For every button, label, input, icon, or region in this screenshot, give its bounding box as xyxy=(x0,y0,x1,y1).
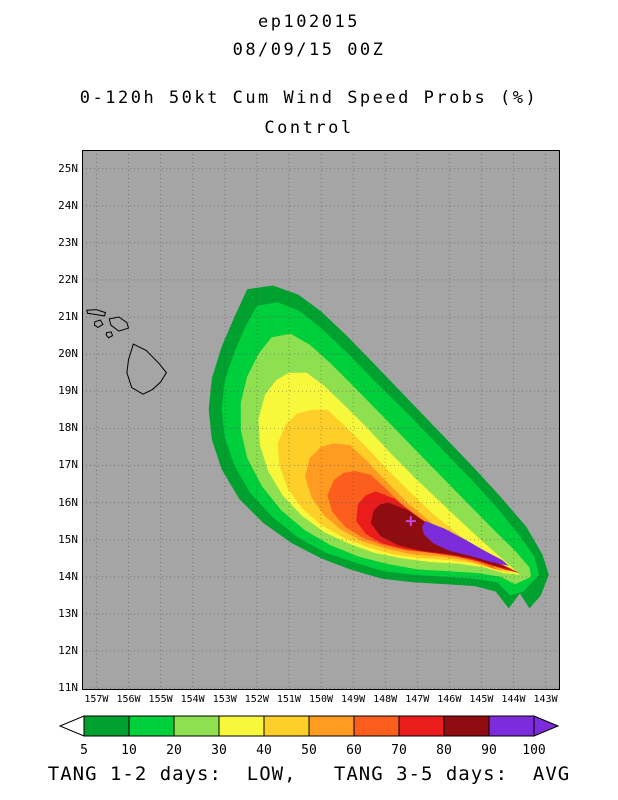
lat-axis-label: 13N xyxy=(58,606,78,620)
map-border xyxy=(82,150,560,690)
lat-axis-label: 16N xyxy=(58,495,78,509)
lon-axis-label: 150W xyxy=(308,694,334,705)
lon-axis-label: 147W xyxy=(405,694,430,705)
lat-axis-label: 21N xyxy=(58,310,78,323)
colorbar-segment xyxy=(398,715,445,737)
guidance-summary: TANG 1-2 days: LOW, TANG 3-5 days: AVG xyxy=(47,763,571,785)
lat-axis-label: 20N xyxy=(58,347,78,361)
island-outline xyxy=(105,331,114,339)
lon-axis-label: 153W xyxy=(212,694,237,705)
lat-axis-label: 15N xyxy=(58,532,78,546)
colorbar-tick-label: 50 xyxy=(301,743,317,758)
lat-axis-label: 11N xyxy=(58,681,78,695)
valid-time: 08/09/15 00Z xyxy=(232,40,386,60)
lat-axis-label: 14N xyxy=(58,569,78,583)
lon-axis-label: 157W xyxy=(84,694,109,705)
chart-title: 0-120h 50kt Cum Wind Speed Probs (%) xyxy=(79,88,539,108)
colorbar-segment xyxy=(443,715,490,737)
colorbar-segment xyxy=(353,715,400,737)
lon-axis-label: 152W xyxy=(244,694,269,705)
colorbar-segment xyxy=(218,715,265,737)
lat-axis-label: 19N xyxy=(58,384,78,398)
colorbar-segment xyxy=(128,715,175,737)
colorbar-segment xyxy=(173,715,220,737)
lon-axis-label: 144W xyxy=(501,694,526,705)
lon-axis-label: 155W xyxy=(148,694,173,705)
lon-axis-label: 149W xyxy=(341,694,366,705)
island-outline xyxy=(93,319,104,328)
lat-axis-label: 12N xyxy=(58,644,78,658)
lat-axis-label: 23N xyxy=(58,235,78,249)
island-outline xyxy=(86,309,107,317)
colorbar-underflow-arrow xyxy=(58,715,85,737)
colorbar-tick-label: 10 xyxy=(121,743,137,758)
lon-axis-label: 151W xyxy=(276,694,301,705)
lat-axis-label: 22N xyxy=(58,272,78,286)
lon-axis-label: 156W xyxy=(116,694,141,705)
island-outline xyxy=(108,316,130,332)
colorbar-canvas: 5 10 20 30 40 50 60 70 80 90 100 xyxy=(58,715,560,758)
storm-id: ep102015 xyxy=(258,12,360,32)
probability-map xyxy=(82,150,560,690)
colorbar-tick-label: 70 xyxy=(391,743,407,758)
ensemble-member-label: Control xyxy=(264,118,354,138)
colorbar-segment xyxy=(263,715,310,737)
lon-axis-label: 148W xyxy=(373,694,398,705)
lat-axis-label: 18N xyxy=(58,421,78,435)
island-outline xyxy=(126,343,168,395)
colorbar-tick-label: 100 xyxy=(522,743,545,758)
colorbar-tick-label: 5 xyxy=(80,743,88,758)
colorbar-segment xyxy=(83,715,130,737)
storm-position-marker xyxy=(405,516,416,527)
colorbar-tick-label: 30 xyxy=(211,743,227,758)
colorbar-segment xyxy=(488,715,535,737)
lon-axis-label: 143W xyxy=(533,694,558,705)
lon-axis-label: 154W xyxy=(180,694,205,705)
colorbar-tick-label: 80 xyxy=(436,743,452,758)
prob-contour-90 xyxy=(422,521,509,566)
lon-axis-label: 146W xyxy=(437,694,462,705)
lon-axis-label: 145W xyxy=(469,694,494,705)
colorbar-tick-label: 20 xyxy=(166,743,182,758)
colorbar-segment xyxy=(308,715,355,737)
lat-axis-label: 17N xyxy=(58,458,78,472)
colorbar: 5 10 20 30 40 50 60 70 80 90 100 xyxy=(54,714,564,760)
colorbar-tick-label: 90 xyxy=(481,743,497,758)
colorbar-tick-label: 60 xyxy=(346,743,362,758)
lat-axis-label: 24N xyxy=(58,198,78,212)
map-canvas xyxy=(82,150,560,690)
colorbar-overflow-arrow xyxy=(533,715,560,737)
lat-axis-label: 25N xyxy=(58,161,78,175)
colorbar-tick-label: 40 xyxy=(256,743,272,758)
